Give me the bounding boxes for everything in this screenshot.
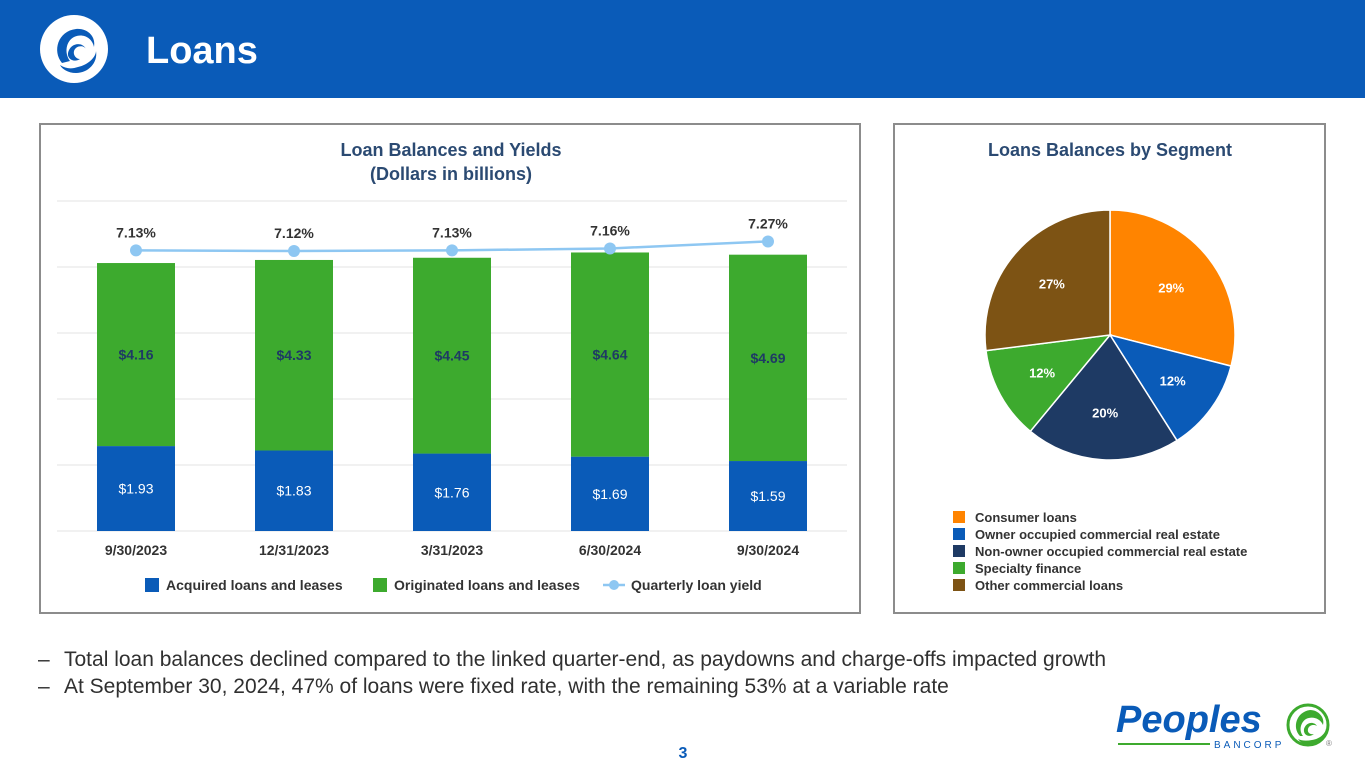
- yield-label: 7.27%: [748, 215, 788, 231]
- bar-label-acquired: $1.76: [434, 484, 469, 500]
- pie-legend: Consumer loans Owner occupied commercial …: [953, 510, 1247, 593]
- segment-pie-chart: Loans Balances by Segment 29% 12% 20% 12% 27…: [953, 140, 1247, 593]
- bar-originated: [413, 257, 491, 454]
- bar-label-originated: $4.45: [434, 348, 469, 364]
- peoples-bancorp-logo: Peoples BANCORP ®: [1116, 699, 1332, 751]
- bar-label-originated: $4.16: [118, 347, 153, 363]
- x-tick-label: 9/30/2024: [737, 542, 799, 558]
- chart-subtitle: (Dollars in billions): [370, 164, 532, 184]
- page-title: Loans: [146, 30, 258, 72]
- pie-legend-swatch: [953, 562, 965, 574]
- pie-legend-swatch: [953, 545, 965, 557]
- yield-point: [604, 242, 616, 255]
- bar-acquired: [571, 456, 649, 531]
- legend-swatch-originated: [373, 578, 387, 592]
- x-tick-label: 3/31/2023: [421, 542, 483, 558]
- brand-mark-icon: [1286, 703, 1330, 747]
- bullet-text: At September 30, 2024, 47% of loans were…: [64, 675, 949, 698]
- pie-slice: [1029, 333, 1179, 461]
- bar-marks: $1.93 $4.16 $1.83 $4.33 $1.76 $4.45 $1.69 $4.64…: [97, 252, 807, 531]
- pie-legend-label: Owner occupied commercial real estate: [975, 527, 1220, 542]
- yield-point: [130, 244, 142, 257]
- page-number: 3: [678, 745, 688, 762]
- legend-label-originated: Originated loans and leases: [394, 577, 580, 593]
- bullet-item: – Total loan balances declined compared t…: [38, 646, 1106, 673]
- x-axis-ticks: 9/30/2023 12/31/2023 3/31/2023 6/30/2024 9/3…: [105, 542, 799, 558]
- bar-label-originated: $4.69: [750, 350, 785, 366]
- yield-point: [446, 244, 458, 257]
- pie-slice: [985, 334, 1112, 433]
- pie-legend-label: Non-owner occupied commercial real estat…: [975, 544, 1247, 559]
- yield-label: 7.13%: [432, 224, 472, 240]
- pie-title: Loans Balances by Segment: [988, 140, 1232, 160]
- bar-label-acquired: $1.93: [118, 481, 153, 497]
- bar-acquired: [255, 450, 333, 531]
- brand-registered-mark: ®: [1326, 739, 1332, 748]
- pie-slice: [984, 209, 1111, 352]
- bar-label-originated: $4.64: [592, 347, 627, 363]
- pie-legend-swatch: [953, 511, 965, 523]
- pie-slice-label: 20%: [1092, 405, 1118, 420]
- bar-acquired: [413, 453, 491, 531]
- yield-line-marks: 7.13% 7.12% 7.13% 7.16% 7.27%: [116, 215, 788, 257]
- loan-balances-panel: Loan Balances and Yields (Dollars in bil…: [39, 123, 861, 614]
- bar-originated: [255, 259, 333, 451]
- pie-legend-label: Consumer loans: [975, 510, 1077, 525]
- x-tick-label: 6/30/2024: [579, 542, 641, 558]
- bar-acquired: [729, 461, 807, 531]
- pie-slice: [1109, 209, 1236, 367]
- bullet-text: Total loan balances declined compared to…: [64, 648, 1107, 671]
- pie-legend-label: Other commercial loans: [975, 578, 1123, 593]
- bullet-marker: –: [38, 675, 50, 698]
- pie-slices: 29% 12% 20% 12% 27%: [984, 209, 1236, 461]
- pie-slice-label: 12%: [1029, 365, 1055, 380]
- segment-panel: Loans Balances by Segment 29% 12% 20% 12% 27…: [893, 123, 1326, 614]
- pie-legend-label: Specialty finance: [975, 561, 1081, 576]
- peoples-logo-icon: [40, 15, 108, 83]
- legend-label-yield: Quarterly loan yield: [631, 577, 762, 593]
- pie-slice: [1108, 333, 1232, 442]
- bar-originated: [97, 263, 175, 447]
- pie-legend-swatch: [953, 579, 965, 591]
- bullet-list: – Total loan balances declined compared t…: [38, 646, 1106, 700]
- bar-label-acquired: $1.83: [276, 483, 311, 499]
- chart-legend: Acquired loans and leases Originated loan…: [145, 577, 762, 593]
- bar-label-acquired: $1.69: [592, 486, 627, 502]
- bullet-marker: –: [38, 648, 50, 671]
- pie-legend-swatch: [953, 528, 965, 540]
- x-tick-label: 12/31/2023: [259, 542, 329, 558]
- legend-label-acquired: Acquired loans and leases: [166, 577, 343, 593]
- pie-slice-label: 12%: [1160, 374, 1186, 389]
- bar-originated: [729, 254, 807, 462]
- x-tick-label: 9/30/2023: [105, 542, 167, 558]
- header-bar: Loans: [0, 0, 1365, 98]
- bullet-item: – At September 30, 2024, 47% of loans wer…: [38, 673, 1106, 700]
- brand-name: Peoples: [1116, 699, 1262, 741]
- brand-sub: BANCORP: [1214, 740, 1284, 751]
- yield-point: [288, 245, 300, 257]
- bar-originated: [571, 252, 649, 457]
- pie-slice-label: 27%: [1039, 277, 1065, 292]
- yield-label: 7.12%: [274, 225, 314, 241]
- bar-acquired: [97, 446, 175, 531]
- legend-swatch-acquired: [145, 578, 159, 592]
- bar-label-originated: $4.33: [276, 347, 311, 363]
- yield-label: 7.13%: [116, 224, 156, 240]
- chart-title: Loan Balances and Yields: [340, 140, 561, 160]
- loan-balances-chart: Loan Balances and Yields (Dollars in bil…: [57, 140, 847, 593]
- yield-label: 7.16%: [590, 222, 630, 238]
- bar-label-acquired: $1.59: [750, 488, 785, 504]
- legend-marker-yield: [609, 580, 619, 590]
- pie-slice-label: 29%: [1158, 280, 1184, 295]
- yield-point: [762, 235, 774, 248]
